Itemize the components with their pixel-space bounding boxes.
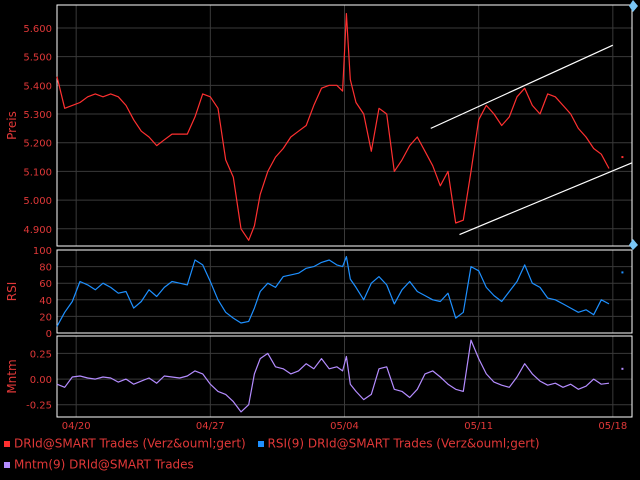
legend-swatch-mntm <box>4 461 10 468</box>
mntm-series-line <box>56 339 610 413</box>
mntm-last-point <box>621 367 624 370</box>
mntm-panel-border <box>56 335 633 418</box>
legend-label-price: DRId@SMART Trades (Verz&ouml;gert) <box>14 436 246 451</box>
x-tick-label: 05/18 <box>598 421 627 432</box>
rsi-ytick-label: 40 <box>39 296 52 307</box>
rsi-ytick-label: 60 <box>39 279 52 290</box>
rsi-ytick-label: 0 <box>46 329 52 340</box>
price-last-point <box>621 156 624 159</box>
price-ytick-label: 5.300 <box>23 110 52 121</box>
legend-label-mntm: Mntm(9) DRId@SMART Trades <box>14 457 194 472</box>
legend: DRId@SMART Trades (Verz&ouml;gert) RSI(9… <box>4 436 548 451</box>
legend-swatch-price <box>4 440 10 447</box>
bottom-resize-handle[interactable] <box>629 239 638 250</box>
price-ytick-label: 5.000 <box>23 196 52 207</box>
price-ytick-label: 5.400 <box>23 81 52 92</box>
price-series-line <box>56 13 610 241</box>
legend-item-mntm: Mntm(9) DRId@SMART Trades <box>4 457 194 472</box>
rsi-ytick-label: 100 <box>33 246 52 257</box>
rsi-ytick-label: 80 <box>39 263 52 274</box>
mntm-ytick-label: 0.25 <box>30 349 52 360</box>
rsi-last-point <box>621 271 624 274</box>
x-tick-label: 05/11 <box>464 421 493 432</box>
channel-lower-line[interactable] <box>459 162 633 236</box>
legend-row-2: Mntm(9) DRId@SMART Trades <box>4 457 202 472</box>
mntm-ytick-label: 0.00 <box>30 375 52 386</box>
rsi-axis-label: RSI <box>5 282 19 302</box>
top-resize-handle[interactable] <box>629 0 638 12</box>
price-ytick-label: 5.500 <box>23 53 52 64</box>
price-ytick-label: 4.900 <box>23 225 52 236</box>
channel-upper-line[interactable] <box>430 44 614 129</box>
mntm-ytick-label: -0.25 <box>26 401 52 412</box>
rsi-series-line <box>56 256 610 327</box>
x-tick-label: 04/20 <box>62 421 91 432</box>
mntm-axis-label: Mntm <box>5 359 19 393</box>
legend-swatch-rsi <box>257 440 264 447</box>
price-axis-label: Preis <box>5 111 19 140</box>
price-ytick-label: 5.600 <box>23 24 52 35</box>
legend-item-rsi: RSI(9) DRId@SMART Trades (Verz&ouml;gert… <box>257 436 540 451</box>
x-tick-label: 05/04 <box>330 421 359 432</box>
rsi-ytick-label: 20 <box>39 312 52 323</box>
price-panel-border <box>56 4 633 247</box>
price-ytick-label: 5.200 <box>23 139 52 150</box>
price-ytick-label: 5.100 <box>23 167 52 178</box>
rsi-panel-border <box>56 249 633 334</box>
x-tick-label: 04/27 <box>196 421 225 432</box>
legend-item-price: DRId@SMART Trades (Verz&ouml;gert) <box>4 436 246 451</box>
legend-label-rsi: RSI(9) DRId@SMART Trades (Verz&ouml;gert… <box>267 436 540 451</box>
